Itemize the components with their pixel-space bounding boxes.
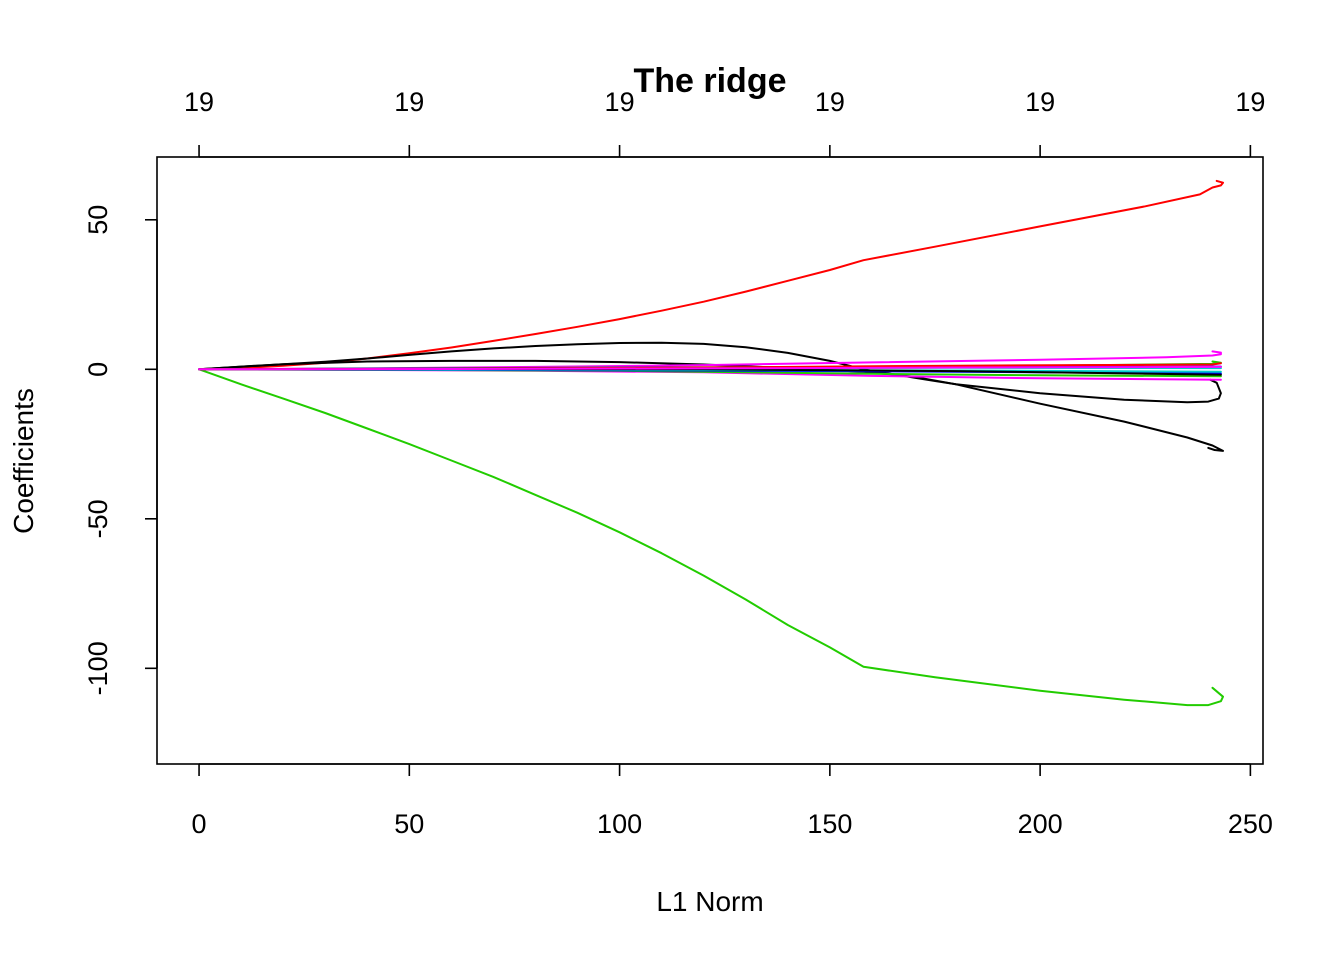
y-tick-label: -50	[83, 499, 113, 538]
plot-frame	[156, 156, 1264, 765]
y-tick-label: 50	[83, 205, 113, 235]
series-line-1	[198, 179, 1224, 371]
series-layer	[198, 179, 1224, 707]
x-axis-bottom: 0 50 100 150 200 250	[192, 763, 1273, 839]
x-tick-label: 100	[597, 809, 642, 839]
x-tick-label: 250	[1228, 809, 1273, 839]
x-axis-label: L1 Norm	[656, 886, 763, 917]
y-axis-label: Coefficients	[8, 388, 39, 534]
series-line-15	[198, 365, 1222, 371]
x-tick-label: 200	[1018, 809, 1063, 839]
series-line-4	[198, 359, 1224, 452]
y-tick-label: -100	[83, 641, 113, 695]
top-tick-label: 19	[1235, 87, 1265, 117]
x-tick-label: 150	[807, 809, 852, 839]
top-tick-label: 19	[605, 87, 635, 117]
top-tick-label: 19	[1025, 87, 1055, 117]
y-tick-label: 0	[83, 362, 113, 377]
x-tick-label: 50	[394, 809, 424, 839]
series-line-2	[198, 368, 1224, 707]
chart-title: The ridge	[633, 62, 786, 100]
series-line-3	[198, 341, 1222, 404]
y-axis-left: -100 -50 0 50	[83, 205, 158, 695]
x-axis-top: 19 19 19 19 19 19	[184, 87, 1265, 158]
top-tick-label: 19	[184, 87, 214, 117]
top-tick-label: 19	[394, 87, 424, 117]
x-tick-label: 0	[192, 809, 207, 839]
top-tick-label: 19	[815, 87, 845, 117]
